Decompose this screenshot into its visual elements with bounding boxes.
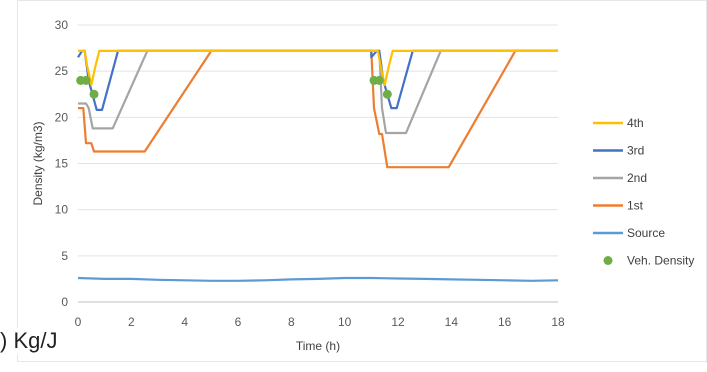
veh-density-point <box>382 89 392 99</box>
y-tick-label: 10 <box>55 203 69 217</box>
y-tick-labels: 0 5 10 15 20 25 30 <box>55 18 69 309</box>
series-line-source <box>77 276 559 282</box>
x-tick-label: 10 <box>338 315 352 329</box>
data-series <box>76 49 559 282</box>
legend-label-4th: 4th <box>627 116 644 130</box>
series-line-4th <box>78 49 558 87</box>
legend-marker-veh-density <box>603 256 613 265</box>
legend: 4th 3rd 2nd 1st Source Veh. Density <box>593 116 694 268</box>
series-line-1st <box>78 49 558 169</box>
y-tick-label: 25 <box>55 64 69 78</box>
legend-label-2nd: 2nd <box>627 171 647 185</box>
y-tick-label: 15 <box>55 157 69 171</box>
x-tick-labels: 0 2 4 6 8 10 12 14 16 18 <box>75 315 565 329</box>
x-tick-label: 2 <box>128 315 135 329</box>
series-line-2nd <box>78 49 558 135</box>
legend-label-veh-density: Veh. Density <box>627 254 694 268</box>
grid-lines <box>78 24 558 303</box>
x-tick-label: 12 <box>391 315 405 329</box>
x-tick-label: 0 <box>75 315 82 329</box>
x-tick-label: 8 <box>288 315 295 329</box>
veh-density-point <box>81 75 91 85</box>
y-axis-label: Density (kg/m3) <box>31 121 45 205</box>
x-axis-label: Time (h) <box>296 339 340 353</box>
legend-label-3rd: 3rd <box>627 144 644 158</box>
legend-label-1st: 1st <box>627 199 644 213</box>
veh-density-point <box>89 89 99 99</box>
y-tick-label: 5 <box>61 249 68 263</box>
x-tick-label: 14 <box>445 315 459 329</box>
x-tick-label: 6 <box>235 315 242 329</box>
x-tick-label: 18 <box>551 315 565 329</box>
y-tick-label: 20 <box>55 110 69 124</box>
side-caption: ) Kg/J <box>0 328 62 354</box>
x-tick-label: 16 <box>498 315 512 329</box>
veh-density-point <box>374 75 384 85</box>
y-tick-label: 0 <box>61 295 68 309</box>
legend-label-source: Source <box>627 226 665 240</box>
y-tick-label: 30 <box>55 18 69 32</box>
x-tick-label: 4 <box>181 315 188 329</box>
